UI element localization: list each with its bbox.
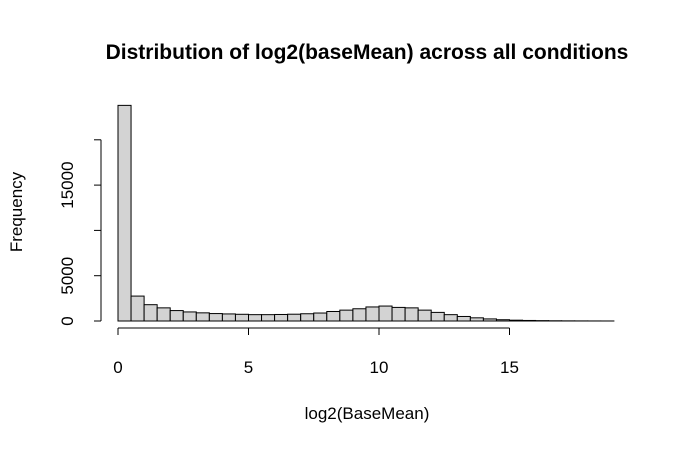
x-tick-label: 5 (244, 358, 253, 377)
y-tick-label: 0 (58, 316, 77, 325)
histogram-bar (300, 313, 315, 322)
histogram-bar (469, 317, 484, 322)
histogram-bar (208, 313, 223, 322)
histogram-bar (443, 314, 458, 322)
x-tick-label: 10 (370, 358, 389, 377)
histogram-bar (169, 310, 184, 322)
bars-group (117, 104, 615, 322)
histogram-bar (339, 309, 354, 322)
histogram-bar (430, 311, 445, 322)
chart-title: Distribution of log2(baseMean) across al… (106, 41, 629, 64)
histogram-bar (378, 305, 393, 322)
histogram-bar (287, 313, 302, 322)
y-tick-label: 15000 (58, 161, 77, 208)
y-axis-label: Frequency (7, 171, 26, 252)
histogram-bar (522, 319, 537, 322)
histogram-bar (130, 295, 145, 322)
y-axis: 0 5000 15000 (58, 139, 102, 326)
histogram-bar (417, 309, 432, 322)
histogram-bar (326, 310, 341, 322)
x-tick-label: 15 (500, 358, 519, 377)
x-axis: 0 5 10 15 (113, 327, 519, 377)
x-tick-label: 0 (113, 358, 122, 377)
histogram-bar (234, 313, 249, 322)
x-axis-label: log2(BaseMean) (305, 404, 430, 423)
histogram-bar (221, 313, 236, 322)
histogram-bar (365, 306, 380, 322)
histogram-bar (182, 311, 197, 322)
histogram-bar (495, 319, 511, 322)
histogram-bar (156, 307, 171, 322)
histogram-bar (248, 314, 263, 322)
histogram-bar (143, 304, 158, 322)
histogram-bar (509, 319, 524, 322)
y-tick-label: 5000 (58, 257, 77, 295)
histogram-bar (456, 315, 471, 322)
histogram-bar (313, 312, 328, 322)
histogram-bar (195, 312, 210, 322)
histogram-bar (261, 314, 276, 322)
histogram-bar (391, 306, 406, 322)
histogram-bar (274, 313, 289, 322)
histogram-bar (117, 104, 132, 322)
histogram-bar (352, 308, 367, 322)
histogram-bar (404, 307, 419, 322)
histogram-bar (482, 318, 497, 322)
